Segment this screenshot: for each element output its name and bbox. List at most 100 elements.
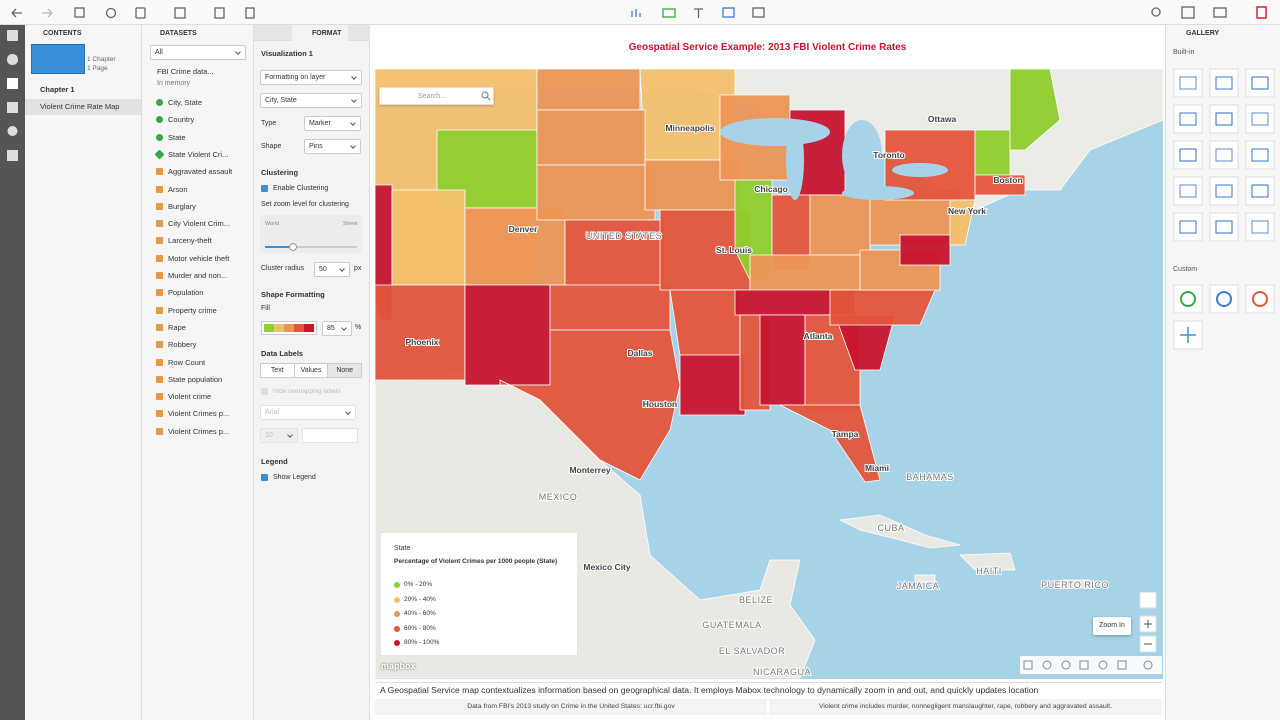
field-row[interactable]: State Violent Cri...: [142, 147, 254, 163]
present-icon[interactable]: [1181, 6, 1195, 19]
gallery-item[interactable]: [1209, 68, 1239, 98]
label-option[interactable]: Text: [261, 364, 294, 377]
gallery-item[interactable]: [1245, 212, 1275, 242]
state[interactable]: [1009, 69, 1061, 151]
opacity-input[interactable]: 85: [322, 321, 352, 336]
share-icon[interactable]: [1256, 6, 1267, 19]
state[interactable]: [375, 284, 466, 381]
gallery-item[interactable]: [1245, 176, 1275, 206]
state[interactable]: [749, 254, 861, 293]
field-row[interactable]: Aggravated assault: [142, 164, 254, 180]
gallery-item[interactable]: [1173, 104, 1203, 134]
state[interactable]: [899, 234, 951, 266]
import-icon[interactable]: [214, 7, 225, 19]
settings-icon[interactable]: [7, 126, 18, 136]
gallery-item[interactable]: [1173, 68, 1203, 98]
field-row[interactable]: Rape: [142, 320, 254, 336]
format-tab[interactable]: [292, 25, 348, 41]
contents-icon[interactable]: [7, 30, 18, 41]
gallery-item[interactable]: [1173, 140, 1203, 170]
field-row[interactable]: Arson: [142, 182, 254, 198]
gallery-item[interactable]: [1209, 212, 1239, 242]
field-row[interactable]: Burglary: [142, 199, 254, 215]
cluster-radius-input[interactable]: 50: [314, 262, 350, 277]
legend-tool[interactable]: [1117, 660, 1127, 670]
field-row[interactable]: Violent Crimes p...: [142, 424, 254, 440]
state[interactable]: [669, 289, 741, 356]
gallery-item[interactable]: [1173, 212, 1203, 242]
mapbox-attribution[interactable]: mapbox: [381, 661, 416, 671]
gallery-item[interactable]: [1173, 176, 1203, 206]
state[interactable]: [809, 194, 871, 256]
fit-button[interactable]: [1139, 592, 1157, 609]
legend-layer[interactable]: State: [394, 545, 411, 552]
label-option[interactable]: Values: [293, 364, 328, 377]
enable-clustering-checkbox[interactable]: [261, 185, 268, 192]
text-icon[interactable]: [694, 8, 703, 18]
gallery-item[interactable]: [1209, 140, 1239, 170]
state[interactable]: [536, 109, 646, 166]
field-row[interactable]: State: [142, 130, 254, 146]
page-row[interactable]: [25, 99, 141, 115]
filter-icon[interactable]: [662, 8, 676, 18]
field-row[interactable]: Larceny-theft: [142, 233, 254, 249]
gallery-item[interactable]: [1245, 140, 1275, 170]
data-icon[interactable]: [135, 7, 146, 19]
label-option[interactable]: None: [327, 364, 362, 377]
export-icon[interactable]: [245, 7, 255, 19]
refresh-icon[interactable]: [105, 7, 117, 19]
layer-select[interactable]: Formatting on layer: [260, 70, 362, 85]
redo-icon[interactable]: [42, 8, 53, 18]
tip-icon[interactable]: [1151, 7, 1161, 17]
page-thumbnail[interactable]: [31, 44, 85, 74]
state[interactable]: [536, 164, 656, 221]
field-row[interactable]: Country: [142, 112, 254, 128]
lasso-tool[interactable]: [1042, 660, 1052, 670]
field-row[interactable]: Violent Crimes p...: [142, 406, 254, 422]
custom-item[interactable]: [1209, 284, 1239, 314]
state[interactable]: [829, 289, 936, 326]
state[interactable]: [949, 199, 976, 246]
zoom-handle[interactable]: [289, 243, 297, 251]
state[interactable]: [536, 69, 641, 111]
fullscreen-icon[interactable]: [1213, 7, 1227, 18]
state[interactable]: [779, 404, 881, 483]
field-row[interactable]: Population: [142, 285, 254, 301]
field-row[interactable]: State population: [142, 372, 254, 388]
save-icon[interactable]: [74, 7, 85, 18]
type-select[interactable]: Marker: [304, 116, 361, 131]
field-row[interactable]: City Violent Crim...: [142, 216, 254, 232]
state[interactable]: [974, 174, 1026, 196]
chart-rail-icon[interactable]: [7, 150, 18, 161]
field-row[interactable]: City, State: [142, 95, 254, 111]
state[interactable]: [759, 314, 806, 406]
gallery-item[interactable]: [1245, 68, 1275, 98]
field-row[interactable]: Property crime: [142, 303, 254, 319]
state[interactable]: [464, 284, 551, 386]
state[interactable]: [564, 219, 666, 286]
field-row[interactable]: Murder and non...: [142, 268, 254, 284]
html-icon[interactable]: [752, 7, 765, 18]
gallery-item[interactable]: [1245, 104, 1275, 134]
undo-icon[interactable]: [11, 8, 22, 18]
custom-item[interactable]: [1173, 284, 1203, 314]
field-row[interactable]: Motor vehicle theft: [142, 251, 254, 267]
format-tab-label[interactable]: FORMAT: [312, 30, 342, 37]
gallery-item[interactable]: [1209, 104, 1239, 134]
show-legend-checkbox[interactable]: [261, 474, 268, 481]
page-title[interactable]: Violent Crime Rate Map: [40, 102, 120, 111]
state[interactable]: [499, 329, 681, 481]
filter-rail-icon[interactable]: [7, 102, 18, 113]
field-row[interactable]: Robbery: [142, 337, 254, 353]
add-viz-icon[interactable]: [631, 9, 641, 17]
map-search[interactable]: Search...: [379, 87, 494, 105]
custom-item[interactable]: [1245, 284, 1275, 314]
add-data-icon[interactable]: [174, 7, 186, 19]
gallery-item[interactable]: [1209, 176, 1239, 206]
globe-tool[interactable]: [1098, 660, 1108, 670]
field-row[interactable]: Violent crime: [142, 389, 254, 405]
state[interactable]: [974, 129, 1011, 176]
chapter-title[interactable]: Chapter 1: [40, 85, 75, 94]
state[interactable]: [391, 189, 466, 286]
image-icon[interactable]: [722, 7, 735, 18]
